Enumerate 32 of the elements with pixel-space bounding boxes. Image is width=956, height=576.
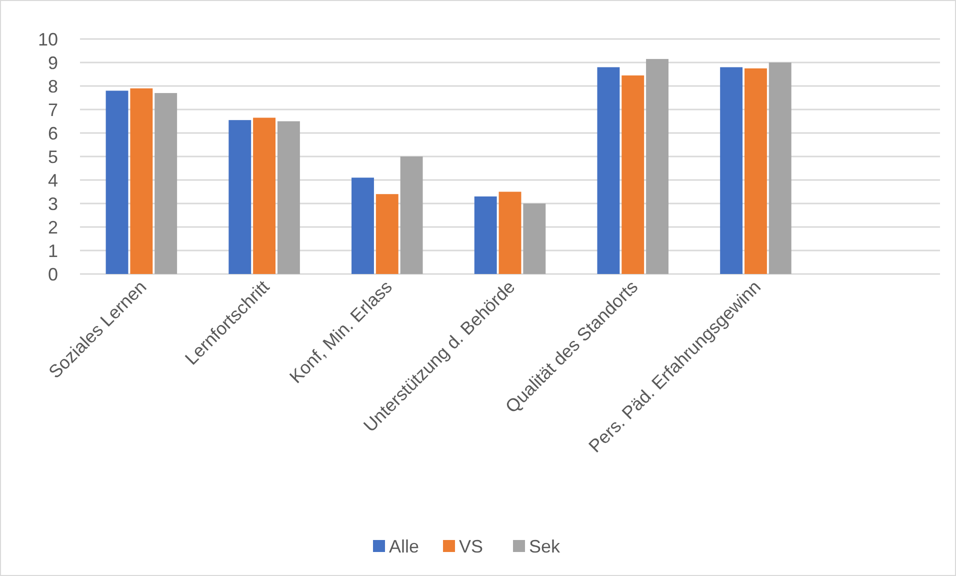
y-tick-label: 1 <box>48 240 58 261</box>
bar <box>622 75 644 274</box>
legend-label: Sek <box>529 536 562 556</box>
y-tick-label: 5 <box>48 146 58 167</box>
y-tick-label: 10 <box>38 29 58 50</box>
bar <box>376 194 398 274</box>
y-tick-label: 7 <box>48 100 58 120</box>
bar <box>106 90 128 274</box>
bar <box>597 67 620 274</box>
y-tick-label: 2 <box>48 217 58 238</box>
bar <box>646 58 668 274</box>
bar <box>154 93 178 274</box>
bar <box>720 67 743 274</box>
bar <box>130 88 153 274</box>
y-tick-label: 4 <box>48 170 58 190</box>
bar <box>474 196 497 274</box>
bar <box>352 178 374 274</box>
y-tick-label: 8 <box>48 76 58 96</box>
bar <box>277 121 300 274</box>
bar <box>498 192 522 274</box>
bar <box>523 204 546 274</box>
y-tick-label: 6 <box>48 123 58 144</box>
bar <box>400 156 423 274</box>
bar <box>253 118 276 274</box>
y-tick-label: 9 <box>48 52 58 73</box>
legend-label: VS <box>459 536 484 556</box>
legend-label: Alle <box>389 536 420 556</box>
y-tick-label: 0 <box>48 264 58 284</box>
bar <box>768 62 792 274</box>
bar <box>228 120 252 274</box>
bar <box>744 68 767 274</box>
y-tick-label: 3 <box>48 194 58 214</box>
